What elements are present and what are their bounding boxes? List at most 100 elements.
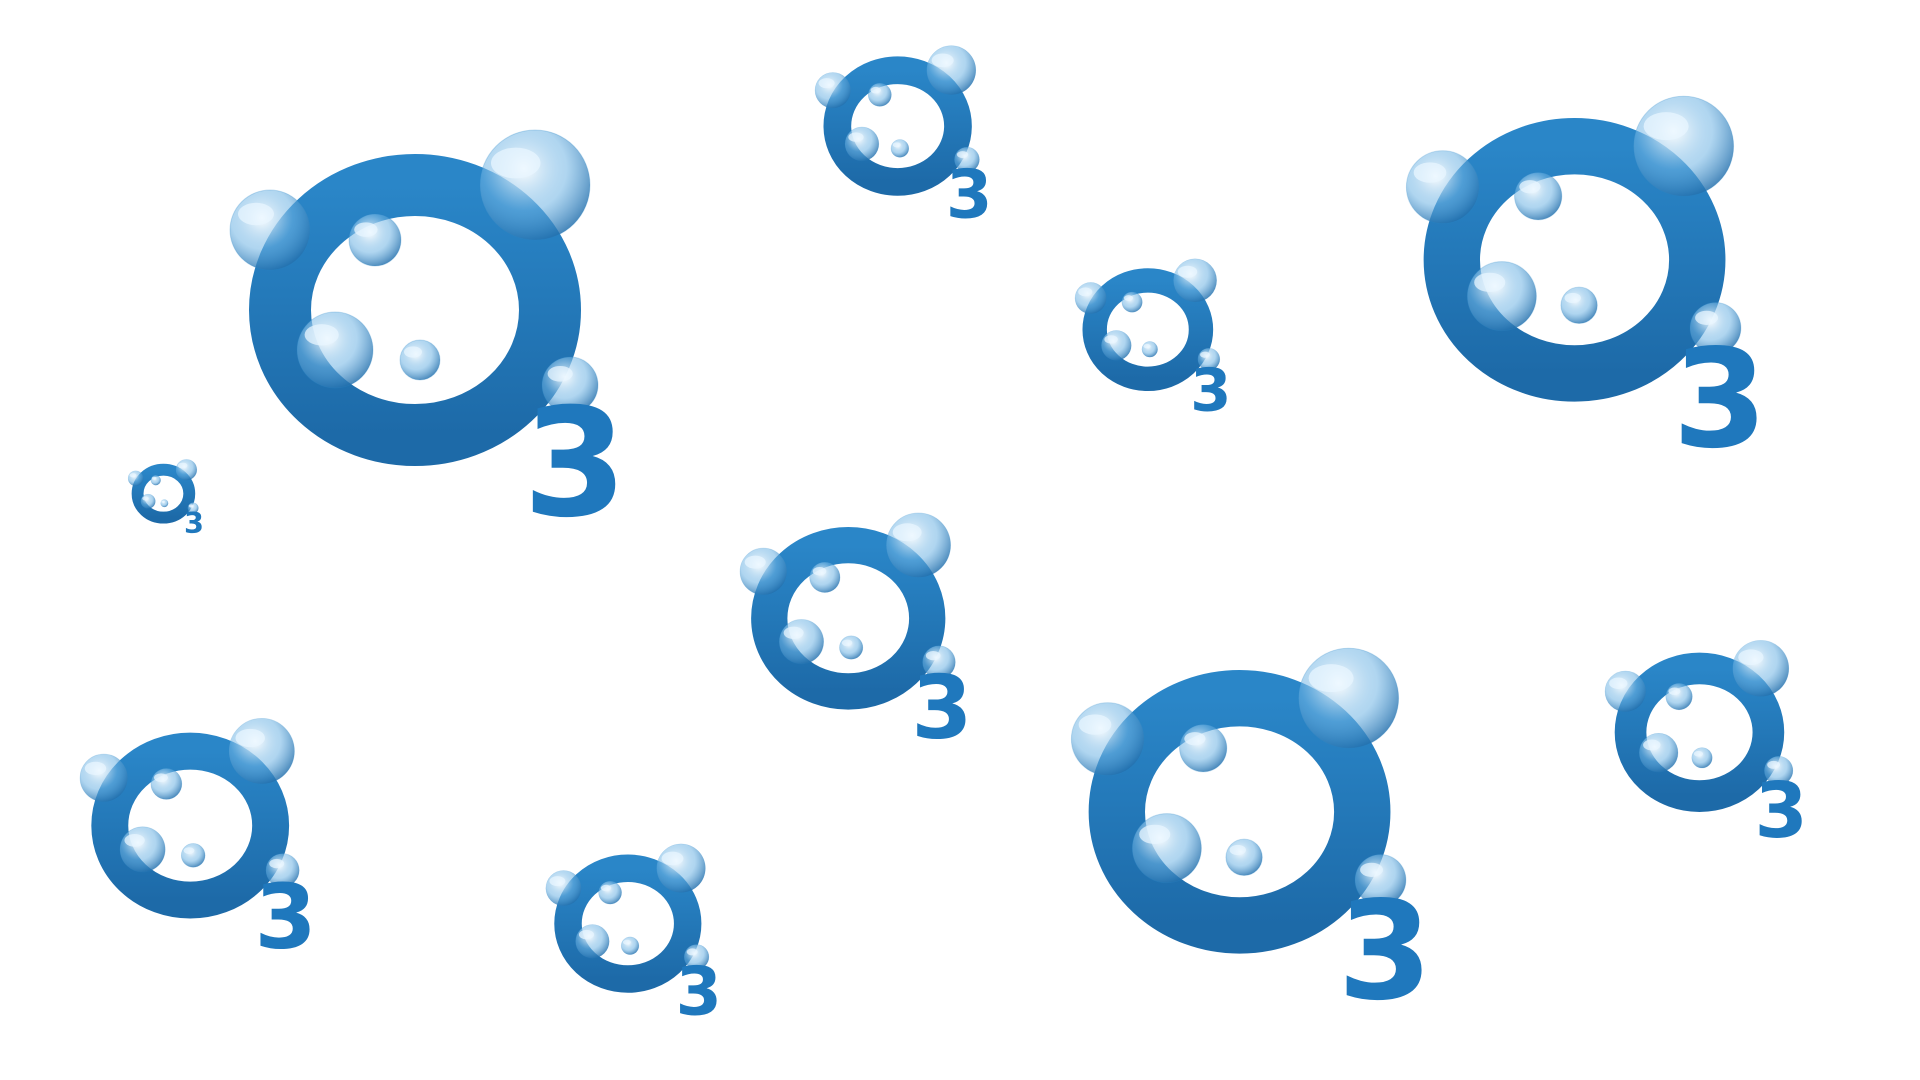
bubble-highlight <box>956 151 969 159</box>
outer-bubble-left <box>545 870 582 907</box>
o-ring <box>554 854 702 993</box>
bubble-highlight <box>1519 180 1541 194</box>
o3-logo-medium-3: 3 <box>1604 630 1845 856</box>
bubble-highlight <box>892 142 901 148</box>
bubble-highlight <box>600 884 612 892</box>
inner-bubble-large <box>1101 330 1132 361</box>
bubble-highlight <box>818 78 835 89</box>
bubble-highlight <box>622 939 631 945</box>
o3-logo-icon: 3 <box>1405 95 1768 479</box>
o3-logo-icon: 3 <box>79 718 317 970</box>
inner-bubble-small <box>839 635 864 660</box>
o-ring <box>1614 652 1785 812</box>
outer-bubble-right <box>885 512 951 578</box>
o3-logo-large-1: 3 <box>229 110 700 551</box>
bubble-highlight <box>188 504 194 508</box>
o3-logo-icon: 3 <box>1070 647 1433 1031</box>
o3-logo-medium-2: 3 <box>79 705 360 970</box>
o-ring <box>751 527 946 710</box>
bubble-highlight <box>1184 732 1206 746</box>
bubble-highlight <box>661 851 684 866</box>
inner-bubble-top <box>150 475 161 486</box>
logo-subscript-3: 3 <box>523 377 627 551</box>
logo-subscript-3: 3 <box>911 657 972 759</box>
outer-bubble-right <box>1732 640 1790 697</box>
o-ring <box>91 732 290 919</box>
outer-bubble-left <box>814 72 851 109</box>
bubble-highlight <box>841 639 853 647</box>
bubble-highlight <box>1078 287 1093 297</box>
o3-logo-medium-1: 3 <box>739 500 1015 760</box>
o3-logo-tiny: 3 <box>127 455 218 540</box>
bubble-highlight <box>1738 649 1764 666</box>
bubble-highlight <box>1200 351 1210 358</box>
logo-subscript-3: 3 <box>1338 872 1433 1031</box>
bubble-highlight <box>1474 272 1506 293</box>
outer-bubble-right <box>926 45 977 96</box>
o3-logo-large-3: 3 <box>1070 630 1500 1031</box>
inner-bubble-top <box>150 768 183 800</box>
bubble-highlight <box>931 53 954 68</box>
inner-bubble-top <box>1514 172 1563 221</box>
outer-bubble-left <box>127 470 144 487</box>
o3-logo-small-3: 3 <box>545 835 755 1030</box>
inner-bubble-top <box>598 880 622 905</box>
o3-logo-large-2: 3 <box>1400 78 1840 479</box>
outer-bubble-right <box>1633 95 1735 197</box>
bubble-highlight <box>142 496 149 501</box>
inner-bubble-small <box>1560 286 1598 324</box>
bubble-highlight <box>124 834 145 847</box>
bubble-highlight <box>925 651 941 661</box>
bubble-highlight <box>1413 162 1447 183</box>
inner-bubble-small <box>180 843 206 868</box>
o-ring <box>1088 670 1391 954</box>
bubble-highlight <box>892 523 922 542</box>
bubble-highlight <box>129 473 137 478</box>
bubble-highlight <box>183 847 195 854</box>
inner-bubble-large <box>1466 261 1537 332</box>
inner-bubble-large <box>119 826 166 873</box>
outer-bubble-right <box>1298 647 1400 749</box>
outer-bubble-left <box>229 189 311 271</box>
bubble-highlight <box>151 476 157 480</box>
inner-bubble-large <box>1131 813 1202 884</box>
logo-subscript-3: 3 <box>184 506 204 540</box>
bubble-highlight <box>686 948 698 956</box>
bubble-highlight <box>1643 112 1689 141</box>
outer-bubble-right <box>175 459 198 481</box>
inner-bubble-top <box>1179 724 1228 773</box>
o3-logo-icon: 3 <box>1604 640 1808 856</box>
bubble-highlight <box>1229 844 1246 856</box>
bubble-highlight <box>812 566 827 576</box>
inner-bubble-large <box>778 619 824 665</box>
inner-bubble-small <box>160 499 169 508</box>
o3-logo-icon: 3 <box>739 512 972 759</box>
bubble-highlight <box>1177 265 1198 278</box>
bubble-highlight <box>491 147 541 179</box>
logo-subscript-3: 3 <box>1673 320 1768 479</box>
bubble-highlight <box>84 761 107 776</box>
bubble-highlight <box>1643 739 1661 751</box>
outer-bubble-left <box>1604 670 1647 713</box>
inner-bubble-top <box>809 561 841 593</box>
bubble-highlight <box>547 365 573 382</box>
inner-bubble-small <box>399 339 441 381</box>
inner-bubble-top <box>867 82 892 107</box>
bubble-highlight <box>404 346 422 358</box>
bubble-highlight <box>870 86 881 94</box>
bubble-highlight <box>1564 292 1581 304</box>
bubble-highlight <box>1123 295 1134 301</box>
bubble-highlight <box>1360 862 1383 877</box>
bubble-highlight <box>1139 824 1171 845</box>
o-ring <box>1423 118 1726 402</box>
inner-bubble-small <box>620 936 640 955</box>
outer-bubble-left <box>1405 150 1480 224</box>
outer-bubble-right <box>1173 258 1217 303</box>
inner-bubble-large <box>575 924 610 959</box>
inner-bubble-top <box>1665 683 1693 711</box>
inner-bubble-top <box>1121 291 1143 313</box>
bubble-highlight <box>578 929 595 940</box>
outer-bubble-left <box>1070 702 1145 776</box>
inner-bubble-large <box>296 311 374 389</box>
